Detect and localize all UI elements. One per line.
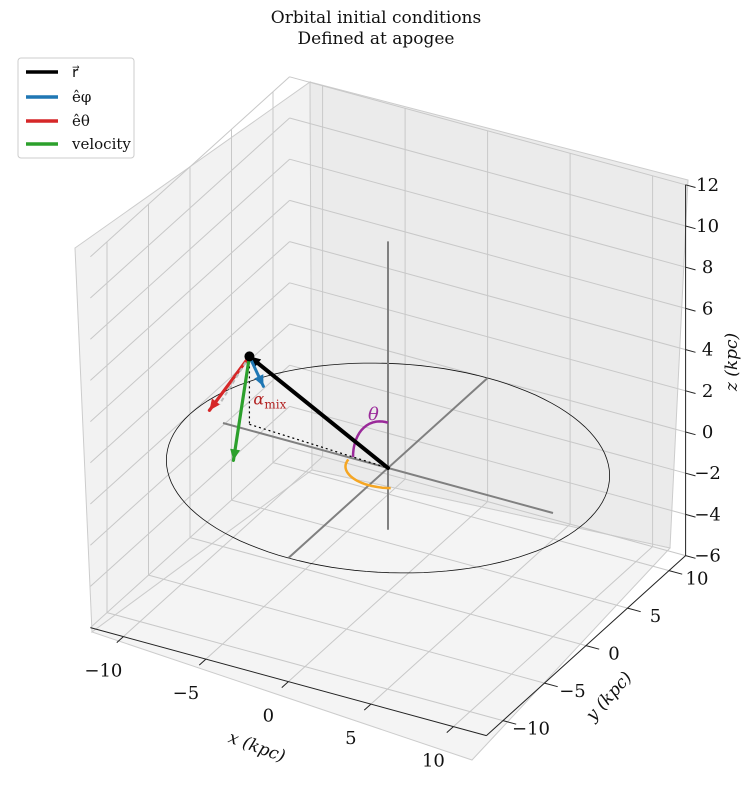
z-tick-mark [685,431,696,436]
grid-left-z [90,406,290,587]
velocity-vector-head [230,448,241,461]
axes-panes [74,81,689,761]
grid-floor-y [148,574,545,684]
grid-floor-y [106,612,504,722]
theta-label: θ [368,404,379,425]
z-tick-mark [685,184,696,188]
x-tick-mark [363,703,372,711]
legend-label-velocity: velocity [71,135,131,153]
y-tick-label: 5 [650,606,661,627]
alpha-mix-label: α [253,389,264,408]
y-tick-mark [668,570,683,575]
velocity-vector-shaft [231,354,252,462]
alpha-projection [218,355,251,405]
grid-left-z [90,241,290,422]
y-axis-label: y (kpc) [581,668,636,726]
z-tick-label: 8 [702,257,713,278]
grid-left-z [90,200,290,381]
z-tick-label: 0 [702,422,713,443]
alpha-mix-subscript: mix [264,397,286,411]
theta-arc [351,420,389,458]
x-tick-label: −10 [84,661,122,682]
legend-box [17,57,135,159]
grid-left-z [90,76,290,258]
z-tick-mark [685,555,696,559]
grid-back-z [289,282,686,392]
projection-floor-line [249,423,389,469]
x-axis-label: x (kpc) [226,728,288,767]
grid-back-z [289,241,686,351]
y-tick-label: −10 [512,719,550,740]
x-tick-mark [281,681,289,688]
y-tick-mark [502,720,517,725]
grid-back-z [289,76,686,186]
x-tick-mark [446,726,454,733]
grid-back-z [289,405,686,515]
z-tick-label: 10 [696,216,719,237]
x-tick-label: 10 [422,751,445,772]
x-tick-mark [198,658,207,666]
z-tick-label: 4 [702,340,713,361]
y-tick-mark [585,645,600,650]
grid-left-z [90,282,290,464]
chart-subtitle: Defined at apogee [298,29,455,49]
legend-label-etheta: êθ [72,112,90,130]
z-tick-mark [685,225,696,230]
grid-back-z [289,364,686,474]
etheta-vector-head [209,398,220,411]
z-tick-label: 2 [702,381,713,402]
grid-floor-y [189,537,587,647]
back-pane [309,81,689,549]
ephi-vector-head [254,374,264,387]
y-tick-mark [627,607,641,613]
x-tick-mark [116,636,124,643]
grid-back-z [289,199,686,309]
etheta-vector-shaft [207,354,252,412]
y-tick-mark [544,682,558,688]
grid-back-z [289,447,686,557]
z-tick-mark [685,307,696,312]
grid-left-z [90,364,290,546]
legend-label-ephi: êφ [72,88,91,106]
z-tick-label: −6 [694,546,721,567]
z-tick-mark [685,513,696,518]
grid-back-z [289,117,686,227]
r-vector-shaft [247,354,390,470]
y-tick-label: 0 [608,644,619,665]
y-tick-label: 10 [686,569,709,590]
chart-title: Orbital initial conditions [271,8,481,28]
velocity-vector [230,354,252,462]
x-tick-label: 5 [345,728,356,749]
etheta-vector [207,354,252,412]
z-tick-mark [685,349,696,353]
z-axis-label: z (kpc) [722,333,742,392]
x-tick-label: 0 [263,706,274,727]
floor-pane [90,469,671,761]
legend-label-r: r⃗ [72,63,80,81]
ephi-vector [247,354,265,388]
grid-left-z [90,158,290,340]
scene: θ α mix [165,241,611,574]
grid-left-z [90,447,290,628]
phi-arc [344,458,391,490]
grid-floor-y [272,462,670,572]
legend: r⃗ êφ êθ velocity [17,57,135,159]
grid-floor-y [231,499,628,609]
z-tick-label: 6 [702,298,713,319]
z-tick-label: 12 [696,175,719,196]
z-tick-label: −2 [694,463,721,484]
grid-left-z [90,117,290,299]
z-tick-mark [685,266,696,271]
grid-lines [90,76,686,727]
z-tick-mark [685,472,696,477]
z-tick-mark [685,390,696,394]
x-tick-label: −5 [173,683,200,704]
grid-back-z [289,158,686,268]
y-tick-label: −5 [559,681,586,702]
apogee-point [244,351,255,362]
orbit-circle [165,362,611,574]
z-tick-label: −4 [694,504,721,525]
